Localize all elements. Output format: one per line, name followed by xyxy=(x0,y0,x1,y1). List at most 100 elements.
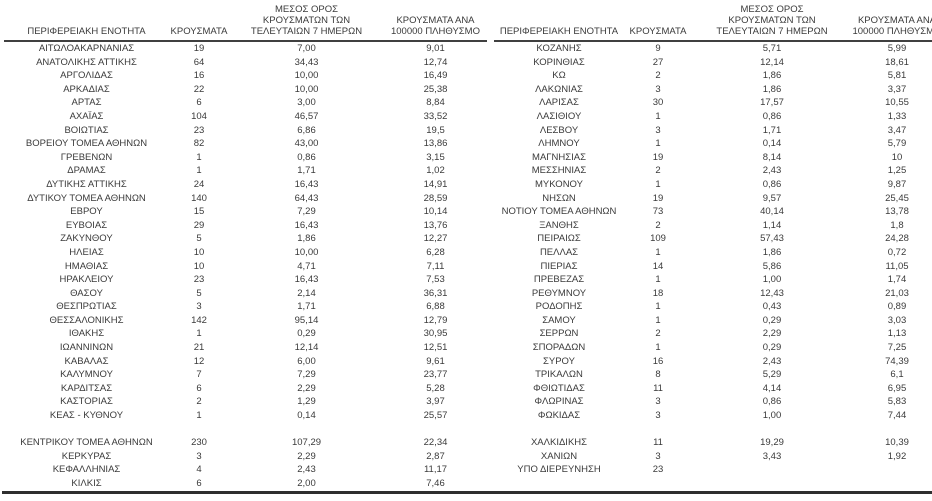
cell-avg7: 19,29 xyxy=(760,437,784,449)
cell-region: ΘΑΣΟΥ xyxy=(70,287,103,299)
cell-cases: 3 xyxy=(655,450,661,462)
table-row: ΙΩΑΝΝΙΝΩΝ 21 12,14 12,51 xyxy=(4,341,487,355)
cell-per100k: 10 xyxy=(891,151,903,163)
cell-cases: 11 xyxy=(653,437,663,449)
cell-avg7: 0,43 xyxy=(762,301,782,313)
cell-region: ΚΑΣΤΟΡΙΑΣ xyxy=(60,396,113,408)
table-row: ΚΕΝΤΡΙΚΟΥ ΤΟΜΕΑ ΑΘΗΝΩΝ 230 107,29 22,34 xyxy=(4,436,487,450)
header-cases: ΚΡΟΥΣΜΑΤΑ xyxy=(624,4,692,42)
cell-cases: 5 xyxy=(196,233,202,245)
cell-per100k: 7,46 xyxy=(426,478,445,489)
cell-region: ΥΠΟ ΔΙΕΡΕΥΝΗΣΗ xyxy=(517,464,601,476)
cell-region: ΖΑΚΥΝΘΟΥ xyxy=(60,233,113,245)
cell-cases: 1 xyxy=(196,165,202,177)
cell-region: ΗΡΑΚΛΕΙΟΥ xyxy=(59,274,114,286)
cell-cases: 1 xyxy=(655,314,661,326)
cell-avg7: 2,29 xyxy=(297,450,316,462)
table-row: ΡΕΘΥΜΝΟΥ 18 12,43 21,03 xyxy=(494,287,932,301)
cell-per100k: 5,81 xyxy=(887,70,907,82)
table-row: ΦΛΩΡΙΝΑΣ 3 0,86 5,83 xyxy=(494,395,932,409)
header-row: ΠΕΡΙΦΕΡΕΙΑΚΗ ΕΝΟΤΗΤΑ ΚΡΟΥΣΜΑΤΑ ΜΕΣΟΣ ΟΡΟ… xyxy=(494,4,932,42)
table-row: ΘΕΣΣΑΛΟΝΙΚΗΣ 142 95,14 12,79 xyxy=(4,314,487,328)
cell-cases: 1 xyxy=(655,274,661,286)
cell-per100k: 7,53 xyxy=(426,274,445,286)
cell-cases: 16 xyxy=(652,355,664,367)
cell-cases: 23 xyxy=(193,124,205,136)
cell-avg7: 0,86 xyxy=(762,178,782,190)
cell-cases: 104 xyxy=(191,110,207,122)
cell-avg7: 6,00 xyxy=(297,355,316,367)
cell-region: ΠΙΕΡΙΑΣ xyxy=(540,260,578,272)
cell-region: ΙΘΑΚΗΣ xyxy=(68,328,105,340)
cell-avg7: 107,29 xyxy=(291,437,322,449)
cell-region: ΚΑΡΔΙΤΣΑΣ xyxy=(60,382,113,394)
cell-avg7: 1,71 xyxy=(762,124,782,136)
cell-avg7: 5,29 xyxy=(762,369,782,381)
cell-region: ΒΟΡΕΙΟΥ ΤΟΜΕΑ ΑΘΗΝΩΝ xyxy=(25,138,148,150)
cell-avg7: 10,00 xyxy=(294,246,319,258)
cell-per100k: 36,31 xyxy=(423,287,448,299)
cell-avg7: 0,29 xyxy=(762,314,782,326)
cell-region: ΛΑΡΙΣΑΣ xyxy=(539,97,579,109)
cell-per100k: 7,11 xyxy=(426,260,445,272)
table-row: ΗΡΑΚΛΕΙΟΥ 23 16,43 7,53 xyxy=(4,273,487,287)
spacer-row xyxy=(494,423,932,437)
cell-region: ΣΑΜΟΥ xyxy=(542,314,576,326)
cell-region: ΡΕΘΥΜΝΟΥ xyxy=(531,287,587,299)
cell-per100k: 3,47 xyxy=(887,124,907,136)
cell-region xyxy=(4,423,169,437)
cell-cases: 109 xyxy=(650,233,666,245)
cell-region: ΛΕΣΒΟΥ xyxy=(539,124,579,136)
cell-avg7: 2,43 xyxy=(297,464,316,476)
cell-per100k: 1,8 xyxy=(890,219,904,231)
cell-per100k: 10,55 xyxy=(885,97,909,109)
cell-avg7: 57,43 xyxy=(760,233,784,245)
cell-region: ΑΡΓΟΛΙΔΑΣ xyxy=(60,70,113,82)
cell-cases xyxy=(624,423,692,437)
cell-cases: 2 xyxy=(655,70,661,82)
cell-per100k: 9,01 xyxy=(426,43,445,54)
cell-region: ΑΡΤΑΣ xyxy=(71,97,102,109)
cell-avg7: 16,43 xyxy=(294,274,319,286)
table-row: ΣΕΡΡΩΝ 2 2,29 1,13 xyxy=(494,327,932,341)
cell-region xyxy=(494,423,624,437)
cell-region: ΔΡΑΜΑΣ xyxy=(67,165,106,177)
table-row: ΚΑΛΥΜΝΟΥ 7 7,29 23,77 xyxy=(4,368,487,382)
cell-cases: 140 xyxy=(191,192,207,204)
cell-cases: 14 xyxy=(652,260,664,272)
cell-avg7: 5,86 xyxy=(762,260,782,272)
cell-region: ΑΝΑΤΟΛΙΚΗΣ ΑΤΤΙΚΗΣ xyxy=(36,56,137,68)
table-row: ΑΡΓΟΛΙΔΑΣ 16 10,00 16,49 xyxy=(4,69,487,83)
cell-per100k: 22,34 xyxy=(423,437,448,449)
cell-avg7: 34,43 xyxy=(294,56,319,68)
cell-cases: 5 xyxy=(196,287,202,299)
cell-region: ΔΥΤΙΚΟΥ ΤΟΜΕΑ ΑΘΗΝΩΝ xyxy=(27,192,146,204)
table-row: ΚΕΑΣ - ΚΥΘΝΟΥ 1 0,14 25,57 xyxy=(4,409,487,423)
cell-region: ΗΜΑΘΙΑΣ xyxy=(64,260,109,272)
cell-per100k: 18,61 xyxy=(885,56,909,68)
cell-per100k: 1,02 xyxy=(426,165,445,177)
cell-per100k: 10,14 xyxy=(423,206,448,218)
cell-per100k: 74,39 xyxy=(885,355,909,367)
cell-per100k xyxy=(384,423,487,437)
cell-per100k: 12,79 xyxy=(423,314,448,326)
table-row: ΝΟΤΙΟΥ ΤΟΜΕΑ ΑΘΗΝΩΝ 73 40,14 13,78 xyxy=(494,205,932,219)
cell-avg7: 0,29 xyxy=(762,342,782,354)
cell-region: ΞΑΝΘΗΣ xyxy=(539,219,579,231)
cell-region: ΜΕΣΣΗΝΙΑΣ xyxy=(531,165,587,177)
cell-avg7: 3,00 xyxy=(297,97,316,109)
cell-region: ΚΕΝΤΡΙΚΟΥ ΤΟΜΕΑ ΑΘΗΝΩΝ xyxy=(20,437,153,449)
table-row: ΔΡΑΜΑΣ 1 1,71 1,02 xyxy=(4,164,487,178)
table-row: ΦΘΙΩΤΙΔΑΣ 11 4,14 6,95 xyxy=(494,382,932,396)
cell-per100k: 14,91 xyxy=(423,178,448,190)
cell-cases: 2 xyxy=(196,396,202,408)
cell-region: ΗΛΕΙΑΣ xyxy=(69,246,104,258)
cell-cases: 23 xyxy=(652,464,664,476)
cell-per100k: 33,52 xyxy=(423,110,448,122)
cell-region: ΜΑΓΝΗΣΙΑΣ xyxy=(532,151,586,163)
cell-per100k: 12,27 xyxy=(423,233,448,245)
cell-cases: 22 xyxy=(193,83,205,95)
cell-per100k: 1,33 xyxy=(887,110,907,122)
cell-avg7: 6,86 xyxy=(297,124,316,136)
cell-avg7: 2,00 xyxy=(297,478,316,489)
